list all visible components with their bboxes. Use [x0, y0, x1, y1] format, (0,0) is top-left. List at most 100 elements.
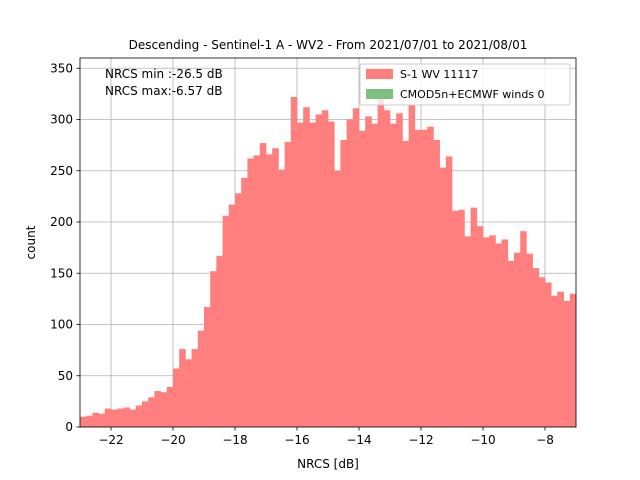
histogram-bar [489, 235, 496, 427]
x-tick-label: −12 [408, 433, 433, 447]
histogram-bar [228, 204, 236, 427]
x-tick-label: −20 [160, 433, 185, 447]
histogram-bar [495, 243, 502, 427]
histogram-bar [439, 167, 447, 428]
plot-frame [79, 57, 577, 428]
histogram-bar [532, 268, 540, 427]
x-axis-label: NRCS [dB] [297, 457, 359, 471]
histogram-bar [352, 108, 360, 427]
histogram-bar [129, 409, 137, 427]
legend-frame [359, 63, 571, 106]
histogram-bar [514, 252, 521, 427]
histogram-bar [371, 123, 378, 427]
y-axis-label: count [24, 225, 38, 259]
annotation-nrcs-min: NRCS min :-26.5 dB [105, 67, 223, 81]
histogram-bar [154, 391, 161, 427]
histogram-bar [557, 291, 564, 427]
y-tick-label: 150 [50, 266, 73, 280]
plot-area: −22 −20 −18 −16 −14 −12 −10 −8 0 50 100 150 200 250 3… [50, 57, 577, 447]
histogram-bar [538, 277, 546, 427]
histogram-bar [235, 193, 242, 427]
histogram-bar [402, 141, 409, 427]
histogram-bar [297, 122, 304, 427]
histogram-bar [104, 408, 112, 427]
histogram-bar [445, 156, 453, 427]
histogram-bar [135, 405, 143, 427]
histogram-bar [433, 140, 440, 427]
histogram-bar [210, 271, 217, 427]
histogram-bar [166, 387, 174, 427]
histogram-bar [507, 260, 515, 427]
annotation-nrcs-max: NRCS max:-6.57 dB [105, 84, 222, 98]
histogram-bar [272, 148, 279, 427]
histogram-bar [185, 359, 192, 427]
histogram-bar [520, 231, 527, 427]
histogram-bar [204, 307, 211, 427]
y-tick-label: 250 [50, 164, 73, 178]
histogram-bar [340, 140, 347, 427]
histogram-bar [452, 210, 459, 427]
histogram-bar [346, 119, 354, 427]
x-tick-label: −22 [98, 433, 123, 447]
histogram-bar [483, 237, 490, 427]
histogram-bar [284, 142, 292, 428]
histogram-bar [117, 408, 124, 427]
histogram-bar [191, 349, 199, 427]
histogram-bar [545, 282, 552, 427]
histogram-bar [216, 255, 223, 427]
x-tick-label: −8 [536, 433, 554, 447]
histogram-bar [80, 416, 87, 427]
histogram-bar [92, 412, 99, 427]
histogram-bar [328, 121, 335, 428]
histogram-bar [98, 413, 106, 427]
histogram-bar [266, 154, 273, 427]
histogram-bar [551, 295, 558, 427]
histogram-bar [241, 177, 248, 427]
histogram-bar [421, 129, 428, 427]
legend-label-s1: S-1 WV 11117 [400, 68, 478, 81]
histogram-bar [427, 126, 434, 428]
histogram-bar [303, 107, 310, 427]
histogram-bar [526, 253, 533, 427]
histogram-bar [309, 122, 316, 427]
histogram-bar [160, 392, 168, 427]
histogram-bar [278, 169, 285, 427]
histogram-bar [563, 300, 571, 427]
histogram-bar [253, 155, 261, 427]
histogram-bar [222, 215, 230, 427]
histogram-bar [408, 105, 416, 428]
histogram-bar [359, 130, 366, 427]
histogram-bar [390, 123, 397, 427]
y-tick-label: 0 [65, 420, 73, 434]
x-tick-label: −14 [346, 433, 371, 447]
legend-label-cmod: CMOD5n+ECMWF winds 0 [400, 88, 545, 101]
histogram-bar [464, 236, 471, 427]
y-tick-label: 350 [50, 61, 73, 75]
histogram-bar [315, 114, 323, 427]
histogram-bar [247, 158, 254, 427]
x-tick-label: −10 [470, 433, 495, 447]
y-axis-ticks: 0 50 100 150 200 250 300 350 [50, 61, 80, 434]
histogram-bar [179, 349, 186, 427]
y-tick-label: 50 [58, 369, 73, 383]
histogram-bar [414, 129, 422, 427]
legend-swatch-s1 [366, 69, 393, 79]
histogram-bar [259, 143, 267, 427]
histogram-bar [470, 207, 478, 427]
histogram-bar [383, 110, 391, 428]
histogram-bar [377, 93, 385, 427]
histogram-bar [123, 407, 130, 427]
x-tick-label: −18 [222, 433, 247, 447]
y-tick-label: 300 [50, 113, 73, 127]
y-tick-label: 200 [50, 215, 73, 229]
histogram-bars [80, 93, 577, 428]
legend-swatch-cmod [366, 89, 393, 99]
histogram-bar [476, 226, 484, 427]
histogram-bar [321, 110, 329, 428]
y-tick-label: 100 [50, 318, 73, 332]
histogram-bar [148, 397, 155, 427]
histogram-bar [197, 330, 205, 427]
histogram-bar [173, 368, 180, 427]
histogram-bar [458, 209, 465, 427]
histogram-bar [111, 409, 118, 427]
